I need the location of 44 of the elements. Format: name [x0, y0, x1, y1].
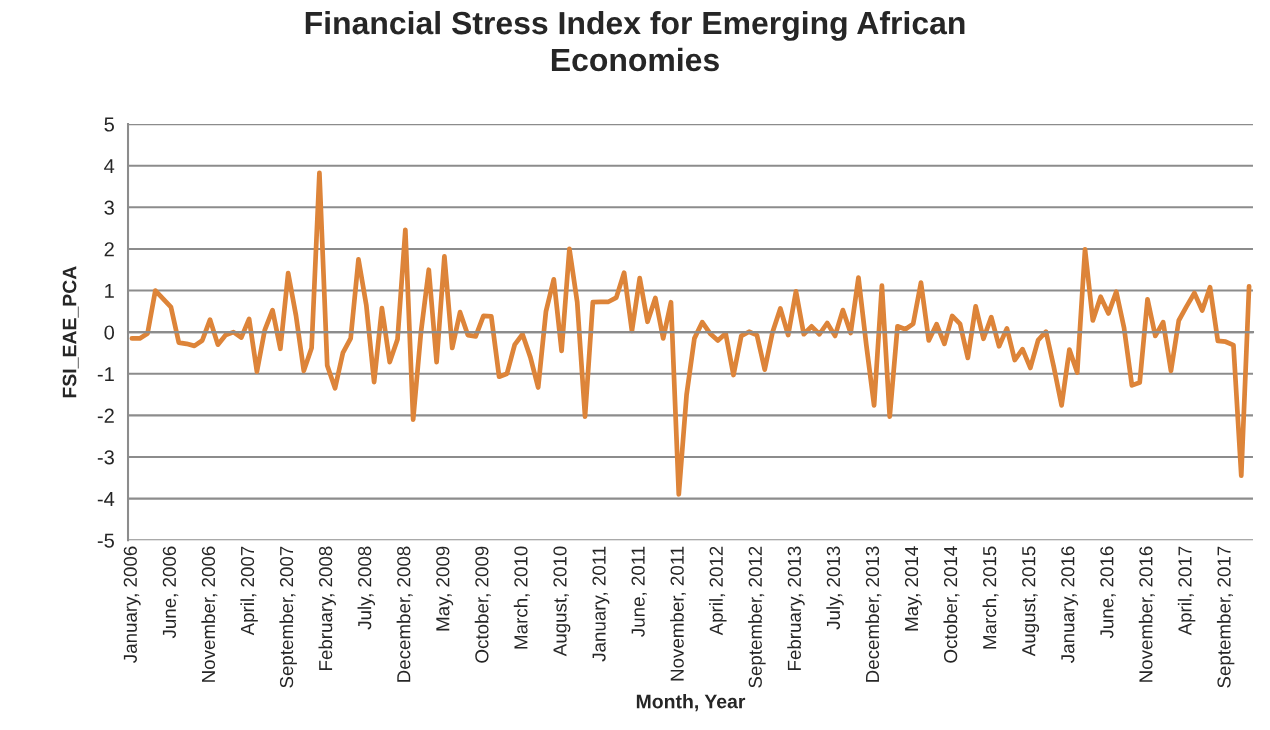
x-tick-label: October, 2009	[474, 546, 491, 663]
x-tick-label: September, 2012	[748, 546, 766, 688]
x-tick-label: June, 2011	[631, 546, 647, 637]
y-tick-label: 4	[104, 159, 115, 174]
x-tick-label: April, 2012	[709, 546, 727, 636]
x-tick-label: April, 2007	[240, 546, 258, 636]
x-tick-label: January, 2006	[123, 546, 141, 663]
y-tick-label: 5	[104, 117, 114, 132]
y-tick-label: -2	[97, 408, 114, 423]
x-tick-label: August, 2010	[553, 546, 571, 657]
line-series	[129, 170, 1252, 497]
x-tick-label: June, 2006	[162, 546, 179, 639]
x-tick-label: September, 2017	[1216, 546, 1235, 688]
x-tick-label: May, 2014	[904, 546, 922, 631]
x-tick-label: December, 2013	[865, 546, 882, 682]
y-tick-label: 1	[105, 283, 114, 298]
x-tick-label: March, 2010	[513, 546, 530, 649]
y-tick-label: 2	[104, 242, 114, 257]
x-tick-label: July, 2008	[357, 546, 376, 630]
x-axis-title: Month, Year	[636, 694, 746, 712]
x-tick-label: September, 2007	[279, 546, 297, 688]
x-tick-label: February, 2008	[318, 546, 336, 670]
y-tick-label: -4	[97, 492, 115, 506]
x-tick-label: November, 2016	[1138, 546, 1155, 682]
x-tick-label: November, 2006	[201, 546, 218, 682]
x-tick-label: October, 2014	[943, 546, 960, 663]
x-tick-label: June, 2016	[1100, 546, 1116, 639]
x-tick-label: August, 2015	[1022, 546, 1040, 657]
y-tick-label: 0	[104, 325, 115, 340]
y-tick-label: -3	[97, 450, 114, 465]
x-tick-label: March, 2015	[982, 546, 999, 649]
x-tick-label: May, 2009	[436, 546, 454, 631]
x-tick-label: November, 2011	[670, 546, 687, 681]
x-tick-label: April, 2017	[1177, 546, 1196, 636]
x-tick-label: January, 2011	[592, 546, 610, 662]
chart-title: Financial Stress Index for Emerging African Economies	[305, 10, 965, 72]
x-tick-label: December, 2008	[396, 546, 413, 682]
x-tick-label: January, 2016	[1061, 546, 1079, 663]
y-axis-title: FSI_EAE_PCA	[62, 266, 79, 398]
x-tick-label: February, 2013	[787, 546, 805, 670]
y-tick-label: -1	[97, 367, 114, 382]
x-tick-label: July, 2013	[826, 546, 844, 630]
y-tick-label: 3	[104, 200, 114, 215]
y-tick-label: -5	[97, 533, 114, 548]
